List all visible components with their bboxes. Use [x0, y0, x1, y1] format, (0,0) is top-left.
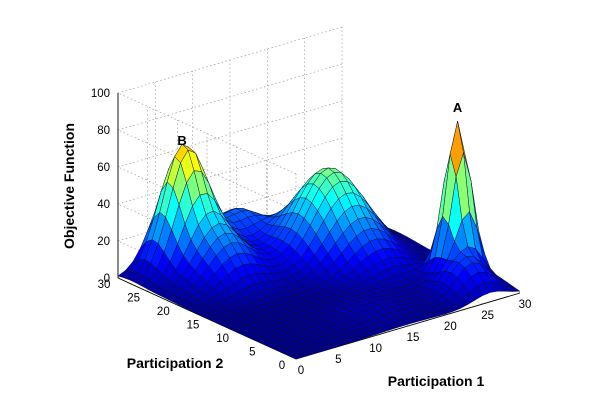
z-tick-label-2: 40: [97, 199, 110, 211]
x-axis-label: Participation 1: [388, 373, 485, 389]
surface-mesh: [117, 121, 521, 360]
z-tick-label-5: 100: [91, 88, 110, 100]
y-tick-label-5: 25: [127, 293, 140, 305]
x-tick-label-2: 10: [369, 343, 382, 355]
y-axis-label: Participation 2: [127, 355, 224, 371]
z-axis-label: Objective Function: [61, 123, 77, 249]
y-tick-label-6: 30: [98, 279, 111, 291]
grid-line-z-back-3: [117, 100, 343, 168]
z-tick-label-1: 20: [97, 236, 110, 248]
x-tick-label-4: 20: [444, 321, 457, 333]
x-tick-label-3: 15: [407, 332, 420, 344]
y-tick-label-4: 20: [157, 306, 170, 318]
x-tick-label-5: 25: [481, 310, 494, 322]
z-tick-label-4: 80: [97, 125, 110, 137]
surface-patch-0-0: [289, 353, 304, 360]
grid-line-z-back-2: [117, 137, 343, 205]
z-tick-label-3: 60: [97, 162, 110, 174]
x-tick-label-6: 30: [519, 299, 532, 311]
peak-label-a: A: [453, 100, 463, 115]
y-tick-label-2: 10: [216, 333, 229, 345]
y-tick-label-3: 15: [187, 320, 200, 332]
peak-label-b: B: [177, 133, 186, 148]
y-tick-label-0: 0: [279, 360, 285, 372]
x-tick-label-1: 5: [335, 354, 341, 366]
z-tick-label-0: 0: [104, 273, 110, 285]
y-tick-label-1: 5: [249, 347, 255, 359]
x-tick-label-0: 0: [298, 365, 304, 377]
